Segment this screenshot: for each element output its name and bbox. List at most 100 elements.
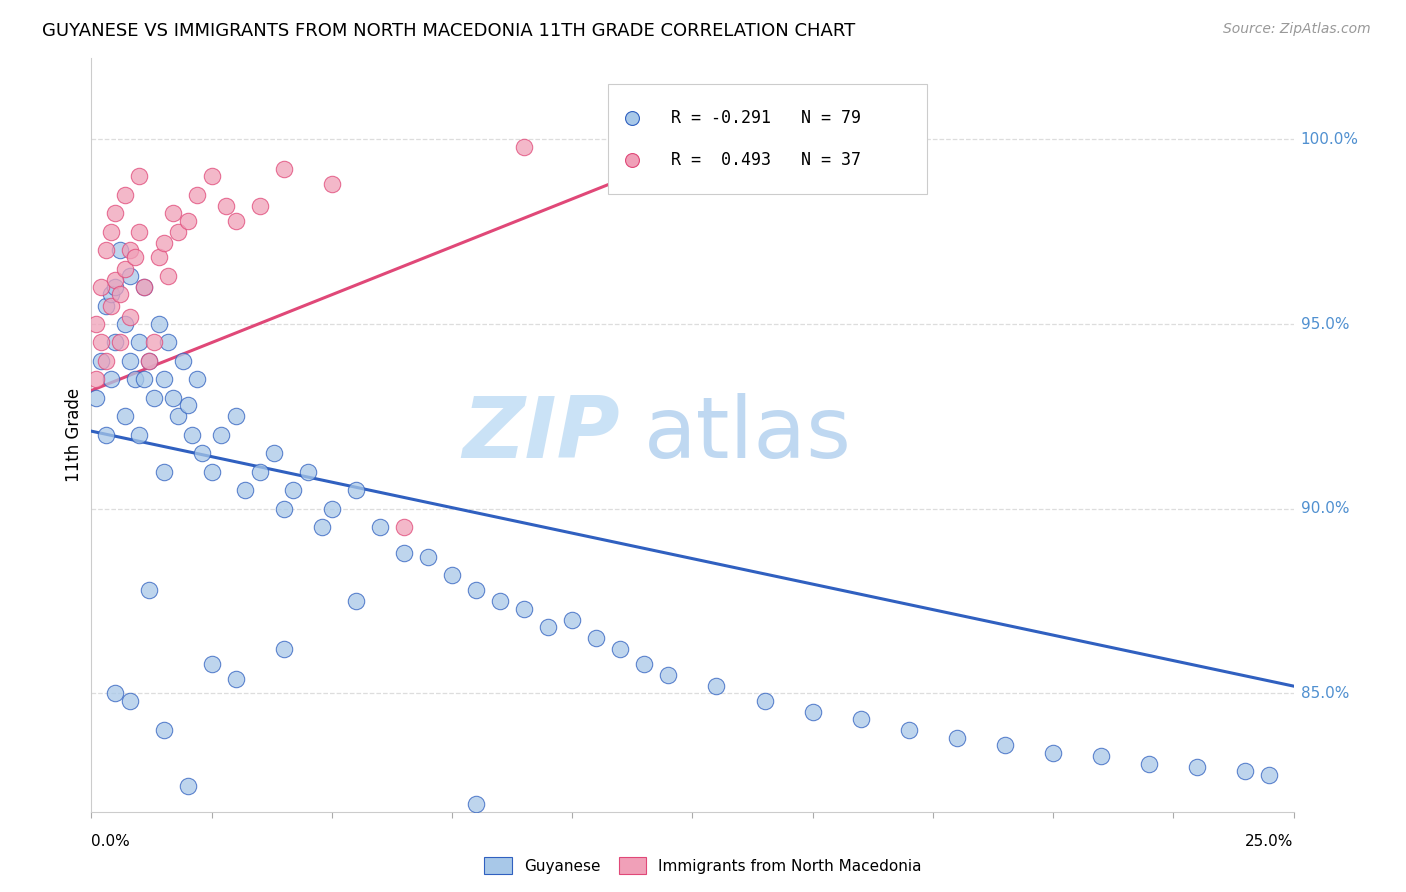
Point <box>176 398 198 412</box>
Point <box>100 287 122 301</box>
Point <box>94 354 117 368</box>
Point <box>84 391 107 405</box>
Point <box>167 409 190 424</box>
Point <box>124 251 146 265</box>
Point <box>128 335 150 350</box>
Text: 0.0%: 0.0% <box>91 834 131 849</box>
Point <box>1258 768 1281 782</box>
Point <box>633 657 655 671</box>
Point <box>392 520 415 534</box>
Point <box>994 738 1017 752</box>
Point <box>90 354 112 368</box>
Text: 90.0%: 90.0% <box>1301 501 1348 516</box>
Point <box>368 520 391 534</box>
Point <box>273 161 295 176</box>
Point <box>138 354 160 368</box>
Point <box>148 317 170 331</box>
Point <box>84 317 107 331</box>
Point <box>118 354 141 368</box>
Point <box>110 287 132 301</box>
Point <box>176 213 198 227</box>
Point <box>273 642 295 657</box>
Point <box>104 335 127 350</box>
Point <box>128 225 150 239</box>
Point <box>104 206 127 220</box>
Point <box>273 501 295 516</box>
Point <box>128 169 150 184</box>
Point <box>100 225 122 239</box>
Point <box>311 520 333 534</box>
Point <box>114 261 136 276</box>
Point <box>249 199 271 213</box>
Point <box>138 354 160 368</box>
Point <box>946 731 969 745</box>
Point <box>465 797 488 812</box>
Point <box>706 679 728 693</box>
Point <box>1042 746 1064 760</box>
Point <box>201 657 224 671</box>
Point <box>134 280 156 294</box>
Point <box>118 268 141 283</box>
Point <box>225 213 247 227</box>
Point <box>152 723 174 738</box>
Text: GUYANESE VS IMMIGRANTS FROM NORTH MACEDONIA 11TH GRADE CORRELATION CHART: GUYANESE VS IMMIGRANTS FROM NORTH MACEDO… <box>42 22 855 40</box>
Point <box>513 139 536 153</box>
Text: R = -0.291   N = 79: R = -0.291 N = 79 <box>671 110 860 128</box>
Point <box>172 354 194 368</box>
Point <box>100 372 122 386</box>
Point <box>225 672 247 686</box>
Point <box>114 409 136 424</box>
Point <box>94 427 117 442</box>
Point <box>489 594 512 608</box>
Point <box>465 582 488 597</box>
Point <box>297 465 319 479</box>
Point <box>321 501 343 516</box>
Point <box>84 372 107 386</box>
Point <box>440 568 463 582</box>
Point <box>90 280 112 294</box>
Y-axis label: 11th Grade: 11th Grade <box>65 388 83 482</box>
Point <box>233 483 256 498</box>
Point <box>152 465 174 479</box>
Point <box>321 177 343 191</box>
Point <box>201 465 224 479</box>
Point <box>134 280 156 294</box>
Point <box>138 582 160 597</box>
Point <box>90 335 112 350</box>
Point <box>215 199 238 213</box>
Text: atlas: atlas <box>644 393 852 476</box>
Point <box>152 235 174 250</box>
Point <box>157 335 180 350</box>
Point <box>148 251 170 265</box>
Point <box>1137 756 1160 771</box>
Point <box>142 391 165 405</box>
Text: Source: ZipAtlas.com: Source: ZipAtlas.com <box>1223 22 1371 37</box>
Point <box>1187 760 1209 774</box>
Point <box>162 391 184 405</box>
Text: 100.0%: 100.0% <box>1301 132 1358 147</box>
Point <box>537 620 560 634</box>
Text: R =  0.493   N = 37: R = 0.493 N = 37 <box>671 151 860 169</box>
Point <box>186 187 208 202</box>
Point <box>263 446 285 460</box>
Point <box>416 549 439 564</box>
Point <box>181 427 204 442</box>
Point <box>209 427 232 442</box>
Point <box>897 723 920 738</box>
Point <box>104 273 127 287</box>
Point <box>114 317 136 331</box>
Point <box>162 206 184 220</box>
Point <box>118 694 141 708</box>
Point <box>585 631 607 645</box>
Point <box>1234 764 1257 778</box>
Point <box>392 546 415 560</box>
Point <box>849 712 872 726</box>
Point <box>609 642 631 657</box>
Point <box>94 299 117 313</box>
Point <box>142 335 165 350</box>
Point <box>176 779 198 793</box>
Point <box>191 446 214 460</box>
Point <box>167 225 190 239</box>
Text: ZIP: ZIP <box>463 393 620 476</box>
Point <box>118 243 141 257</box>
